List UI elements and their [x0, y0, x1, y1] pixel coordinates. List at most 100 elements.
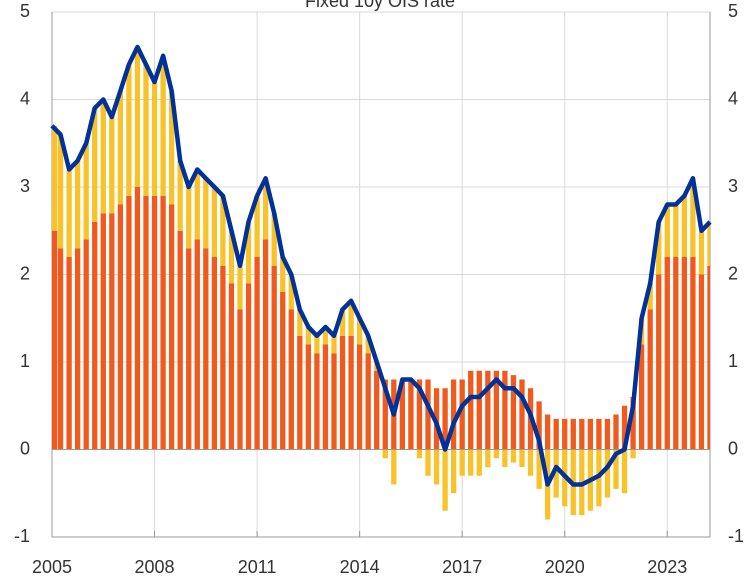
bar	[553, 418, 559, 450]
bar	[92, 222, 98, 450]
bar	[237, 309, 243, 450]
bar	[613, 414, 619, 450]
bar	[519, 379, 525, 450]
bar	[177, 160, 183, 231]
bar	[374, 370, 380, 450]
bar	[519, 449, 525, 467]
bar	[168, 90, 175, 205]
bar	[459, 379, 465, 450]
y-tick-label: 2	[20, 263, 30, 283]
y2-tick-label: -1	[728, 526, 744, 546]
bar	[322, 344, 329, 450]
bar	[485, 449, 491, 467]
bar	[647, 309, 653, 450]
bar	[66, 169, 72, 257]
bar	[613, 449, 619, 489]
bar	[638, 344, 645, 450]
bar	[322, 327, 329, 345]
bar	[151, 195, 158, 450]
bar	[630, 397, 636, 450]
bar	[228, 230, 235, 284]
bar	[331, 353, 337, 450]
bar	[348, 335, 354, 450]
bar	[425, 449, 431, 476]
bar	[536, 401, 542, 450]
y2-tick-label: 0	[728, 438, 738, 458]
bar	[220, 195, 226, 266]
bar	[100, 213, 106, 450]
bar	[143, 64, 149, 196]
bar	[391, 449, 397, 485]
bar	[681, 257, 688, 450]
x-tick-label: 2014	[340, 557, 380, 577]
bar	[74, 160, 81, 249]
bar	[596, 418, 602, 450]
bar	[416, 379, 423, 450]
bar	[442, 388, 448, 450]
bar	[690, 257, 696, 450]
bar	[160, 55, 166, 196]
bar	[83, 143, 89, 240]
bar	[57, 248, 64, 450]
bar	[211, 257, 218, 450]
y2-tick-label: 5	[728, 1, 738, 21]
bar	[228, 283, 235, 450]
bar	[604, 418, 611, 450]
x-tick-label: 2023	[647, 557, 687, 577]
bar	[52, 125, 58, 231]
bar	[288, 274, 294, 310]
bar	[450, 379, 457, 450]
bar	[656, 274, 662, 450]
bar	[194, 169, 200, 240]
bar	[280, 292, 286, 450]
bar	[126, 64, 132, 196]
y-tick-label: 4	[20, 88, 30, 108]
bar	[544, 414, 551, 450]
bar	[245, 222, 252, 284]
bar	[673, 204, 679, 257]
bar	[425, 379, 431, 450]
bar	[673, 257, 679, 450]
bar	[245, 283, 252, 450]
bar	[681, 195, 688, 257]
line-series	[50, 44, 712, 487]
bar	[83, 239, 89, 450]
bar	[262, 178, 269, 240]
y2-tick-label: 1	[728, 351, 738, 371]
bar	[502, 449, 508, 467]
bar	[485, 370, 491, 450]
bar	[194, 239, 200, 450]
bar	[52, 230, 58, 450]
bar	[168, 204, 175, 450]
bar	[356, 318, 363, 345]
bar	[536, 449, 542, 489]
y-tick-label: 1	[20, 351, 30, 371]
chart-title: Fixed 10y OIS rate	[305, 0, 455, 11]
bar	[510, 375, 517, 450]
bar	[117, 204, 124, 450]
y-tick-label: 5	[20, 1, 30, 21]
bar	[664, 257, 670, 450]
bar	[493, 449, 500, 459]
bar	[698, 230, 705, 275]
bar	[186, 248, 192, 450]
bar	[100, 99, 106, 214]
bar	[707, 265, 710, 450]
x-tick-label: 2008	[135, 557, 175, 577]
bar	[211, 187, 218, 257]
bar	[297, 309, 303, 336]
y2-tick-label: 4	[728, 88, 738, 108]
bar	[203, 178, 209, 249]
bar	[134, 187, 141, 450]
bar	[510, 449, 517, 463]
x-tick-label: 2017	[442, 557, 482, 577]
bar	[408, 379, 414, 450]
bar	[117, 90, 124, 205]
bar	[331, 335, 337, 354]
bar	[143, 195, 149, 450]
bar	[553, 449, 559, 498]
bar	[314, 335, 320, 354]
bar	[186, 187, 192, 249]
